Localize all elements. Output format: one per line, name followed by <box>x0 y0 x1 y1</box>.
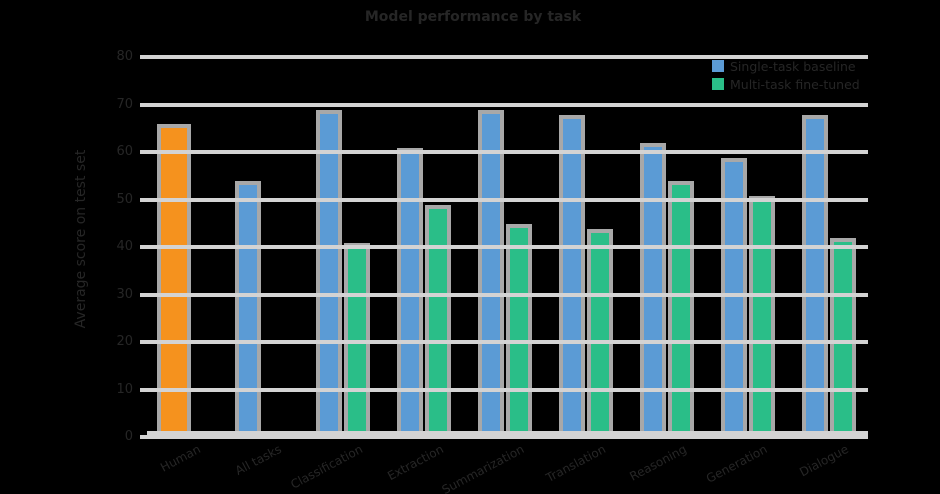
gridline <box>147 340 868 344</box>
chart-title: Model performance by task <box>364 9 582 25</box>
x-tick-label: Extraction <box>384 442 446 484</box>
legend-item: Multi-task fine-tuned <box>712 75 860 93</box>
y-tick-label: 40 <box>116 239 133 254</box>
bar <box>478 110 504 434</box>
y-tick-mark <box>140 150 147 154</box>
y-tick-label: 30 <box>116 286 133 302</box>
y-tick-mark <box>140 197 147 202</box>
y-tick-label: 20 <box>116 334 133 349</box>
gridline <box>147 435 868 439</box>
bar <box>316 110 342 434</box>
bar <box>235 181 261 434</box>
bar <box>668 181 694 434</box>
gridline <box>147 197 868 202</box>
y-tick-label: 80 <box>116 49 133 64</box>
x-tick-label: Translation <box>543 442 608 486</box>
bar <box>749 195 775 434</box>
bar <box>559 114 585 434</box>
y-axis-label: Average score on test set <box>73 149 89 329</box>
y-tick-mark <box>140 387 147 392</box>
x-tick-label: Summarization <box>439 442 527 494</box>
legend-swatch-green <box>712 78 724 90</box>
gridline <box>147 102 868 107</box>
y-tick-label: 0 <box>124 429 133 444</box>
bar <box>506 224 532 434</box>
bar <box>344 243 370 434</box>
bar <box>587 228 613 434</box>
gridline <box>147 150 868 154</box>
y-tick-mark <box>140 55 147 59</box>
bar <box>802 114 828 434</box>
bar <box>830 238 856 434</box>
bar <box>157 124 191 434</box>
bar <box>397 148 423 434</box>
gridline <box>147 55 868 59</box>
y-tick-label: 70 <box>116 96 133 112</box>
gridline <box>147 245 868 249</box>
y-tick-label: 50 <box>116 191 133 207</box>
y-tick-mark <box>140 435 147 439</box>
x-tick-label: Classification <box>287 442 365 492</box>
y-tick-mark <box>140 340 147 344</box>
bar <box>425 205 451 434</box>
y-tick-mark <box>140 292 147 297</box>
x-tick-label: Human <box>157 442 203 475</box>
legend-item: Single-task baseline <box>712 57 860 75</box>
y-tick-label: 60 <box>116 144 133 159</box>
y-tick-mark <box>140 245 147 249</box>
bar <box>640 143 666 434</box>
x-tick-label: Dialogue <box>797 442 851 480</box>
y-tick-label: 10 <box>116 381 133 397</box>
x-tick-label: Reasoning <box>626 442 689 484</box>
x-axis-line <box>147 431 868 437</box>
x-tick-label: All tasks <box>232 442 284 478</box>
gridline <box>147 292 868 297</box>
gridline <box>147 387 868 392</box>
legend: Single-task baseline Multi-task fine-tun… <box>712 57 860 93</box>
x-tick-label: Generation <box>703 442 770 486</box>
y-tick-mark <box>140 102 147 107</box>
legend-label: Multi-task fine-tuned <box>730 76 860 92</box>
legend-label: Single-task baseline <box>730 58 856 74</box>
legend-swatch-blue <box>712 60 724 72</box>
